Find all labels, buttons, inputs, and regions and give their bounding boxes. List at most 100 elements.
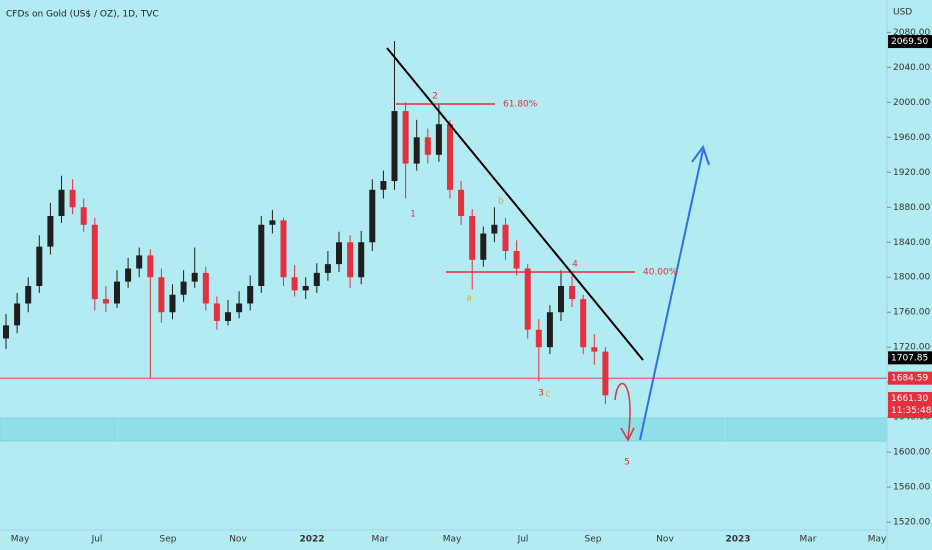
annotation: a <box>466 294 472 304</box>
y-tick-label: 1960.00 <box>893 133 930 143</box>
candle-body <box>380 181 387 190</box>
chart-title: CFDs on Gold (US$ / OZ), 1D, TVC <box>6 10 159 20</box>
candle-body <box>102 299 109 304</box>
candle-body <box>602 351 609 396</box>
candle-body <box>391 111 398 182</box>
candle-body <box>147 255 154 278</box>
price-label-box <box>888 351 932 365</box>
y-tick-label: 1760.00 <box>893 308 930 318</box>
candle-body <box>513 251 520 269</box>
y-tick-label: 2080.00 <box>893 28 930 38</box>
x-tick-label: Mar <box>372 535 389 545</box>
candle-body <box>191 272 198 282</box>
y-tick-label: 1520.00 <box>893 518 930 528</box>
price-label: 2069.50 <box>891 37 928 47</box>
projection-arrow <box>639 149 704 441</box>
arrow-head <box>691 144 710 166</box>
candle-body <box>424 137 431 155</box>
candle-body <box>91 224 98 300</box>
currency: USD <box>893 8 912 18</box>
candle-body <box>313 272 320 286</box>
annotation: 40.00% <box>643 268 678 278</box>
candle-body <box>413 137 420 164</box>
candle-body <box>180 281 187 295</box>
candle-body <box>347 242 354 278</box>
candle-body <box>535 329 542 348</box>
y-tick-label: 2040.00 <box>893 63 930 73</box>
candle-body <box>158 277 165 313</box>
candle-body <box>458 189 465 217</box>
x-tick-label: Nov <box>229 535 247 545</box>
candle-body <box>69 189 76 208</box>
annotation: 4 <box>572 260 578 270</box>
price-label-box <box>888 35 932 49</box>
annotation: b <box>498 197 504 207</box>
candle-body <box>369 189 376 243</box>
x-tick-label: Sep <box>160 535 177 545</box>
candle-body <box>236 303 243 313</box>
y-tick-label: 1720.00 <box>893 343 930 353</box>
y-tick-label: 1800.00 <box>893 273 930 283</box>
annotation: 5 <box>624 458 630 468</box>
x-tick-label: Mar <box>800 535 817 545</box>
x-tick-label: Nov <box>656 535 674 545</box>
x-tick-label: May <box>11 535 30 545</box>
candle-body <box>291 277 298 291</box>
candle-body <box>225 312 231 321</box>
candle-body <box>302 285 309 291</box>
candle-body <box>47 216 54 247</box>
annotation: 2 <box>432 92 438 102</box>
candle-body <box>491 224 498 234</box>
candle-body <box>580 299 587 348</box>
annotation: 3 <box>538 389 544 399</box>
candle-body <box>591 347 598 352</box>
projection-arrow <box>614 382 631 439</box>
candle-body <box>3 325 9 339</box>
candle-body <box>447 124 453 190</box>
candle-body <box>280 220 287 278</box>
candle-body <box>402 111 409 164</box>
annotation: c <box>546 390 551 400</box>
annotation: 1 <box>410 210 416 220</box>
y-tick-label: 1880.00 <box>893 203 930 213</box>
price-label: 1684.59 <box>891 374 928 384</box>
price-label-time: 11:35:48 <box>891 406 932 416</box>
x-tick-label: Sep <box>585 535 602 545</box>
arrow-head <box>620 427 635 442</box>
price-label-box <box>888 371 932 385</box>
plot <box>3 41 609 405</box>
candle-body <box>258 224 265 286</box>
x-tick-label: May <box>443 535 462 545</box>
candle-body <box>58 189 65 217</box>
candle-body <box>36 246 43 286</box>
trend-line <box>386 47 644 361</box>
candle-body <box>324 264 331 273</box>
candle-body <box>125 268 132 282</box>
price-label-box <box>888 392 932 419</box>
candle-body <box>80 207 87 225</box>
x-tick-label: Jul <box>91 535 103 545</box>
price-label: 1707.85 <box>891 353 928 363</box>
x-tick-label: 2023 <box>725 535 750 545</box>
candle-body <box>269 220 276 225</box>
candle-body <box>524 268 531 330</box>
annotation: 61.80% <box>503 100 538 110</box>
candle-body <box>202 272 209 304</box>
y-tick-label: 1840.00 <box>893 238 930 248</box>
candle-body <box>136 255 143 269</box>
candle-body <box>569 285 576 300</box>
support-zone <box>0 417 888 442</box>
y-tick-label: 2000.00 <box>893 98 930 108</box>
candle-body <box>558 285 564 313</box>
candle-body <box>502 224 509 252</box>
candle-body <box>435 124 442 155</box>
y-tick-label: 1920.00 <box>893 168 930 178</box>
candle-body <box>480 233 487 260</box>
candle-body <box>169 294 176 313</box>
x-tick-label: 2022 <box>299 535 324 545</box>
candle-body <box>14 303 21 326</box>
price-label: 1661.30 <box>891 394 928 404</box>
candle-body <box>469 216 476 260</box>
